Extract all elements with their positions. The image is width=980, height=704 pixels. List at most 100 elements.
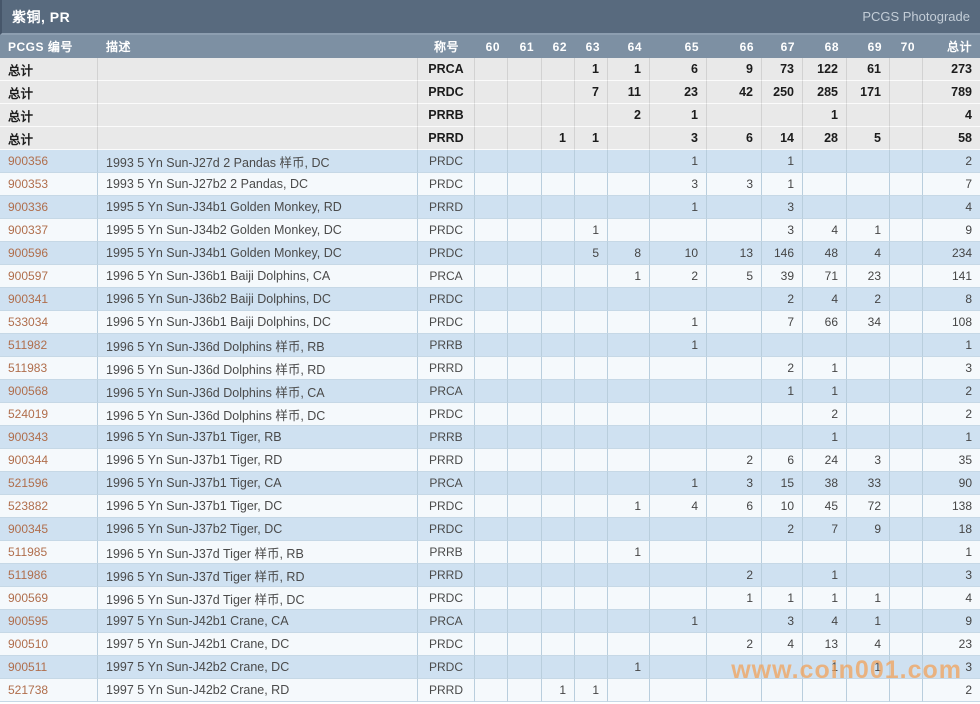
grade-count-65 <box>650 403 707 426</box>
pcgs-number-link[interactable]: 900569 <box>0 587 98 610</box>
pcgs-number-link[interactable]: 521738 <box>0 679 98 702</box>
pcgs-number-link[interactable]: 511983 <box>0 357 98 380</box>
grade-count-65 <box>650 380 707 403</box>
coin-description: 1997 5 Yn Sun-J42b2 Crane, DC <box>98 656 418 679</box>
total-count: 273 <box>923 58 980 81</box>
grade-count-60 <box>475 219 508 242</box>
grade-count-62 <box>542 196 575 219</box>
grade-count-61 <box>508 403 542 426</box>
coin-description: 1996 5 Yn Sun-J36b2 Baiji Dolphins, DC <box>98 288 418 311</box>
designation: PRDC <box>418 219 475 242</box>
pcgs-number-link[interactable]: 900341 <box>0 288 98 311</box>
coin-row: 511985 1996 5 Yn Sun-J37d Tiger 样币, RB PRR… <box>0 541 980 564</box>
grade-count-60 <box>475 150 508 173</box>
pcgs-number-link[interactable]: 533034 <box>0 311 98 334</box>
grade-count-69: 2 <box>847 288 890 311</box>
pcgs-number-link[interactable]: 523882 <box>0 495 98 518</box>
grade-count-70 <box>890 633 923 656</box>
pcgs-number-link[interactable]: 900344 <box>0 449 98 472</box>
grade-count-69 <box>847 380 890 403</box>
grade-count-62: 1 <box>542 127 575 150</box>
grade-count-62 <box>542 219 575 242</box>
designation: PRDC <box>418 495 475 518</box>
pcgs-number-link[interactable]: 521596 <box>0 472 98 495</box>
grade-count-64 <box>608 449 650 472</box>
grade-count-69: 4 <box>847 242 890 265</box>
pcgs-number-link[interactable]: 900568 <box>0 380 98 403</box>
coin-row: 523882 1996 5 Yn Sun-J37b1 Tiger, DC PRDC 1… <box>0 495 980 518</box>
grade-count-65 <box>650 587 707 610</box>
pcgs-number-link[interactable]: 511982 <box>0 334 98 357</box>
designation: PRRD <box>418 679 475 702</box>
grade-count-66 <box>707 426 762 449</box>
total-count: 2 <box>923 403 980 426</box>
total-count: 2 <box>923 380 980 403</box>
grade-count-70 <box>890 541 923 564</box>
grade-count-65: 10 <box>650 242 707 265</box>
grade-count-60 <box>475 58 508 81</box>
pcgs-number-link[interactable]: 900595 <box>0 610 98 633</box>
grade-count-60 <box>475 173 508 196</box>
grade-count-61 <box>508 334 542 357</box>
grade-count-67: 1 <box>762 173 803 196</box>
page-title: 紫铜, PR <box>12 8 71 25</box>
pcgs-number-link[interactable]: 900343 <box>0 426 98 449</box>
grade-count-65: 1 <box>650 472 707 495</box>
coin-description: 1996 5 Yn Sun-J37b2 Tiger, DC <box>98 518 418 541</box>
grade-count-62 <box>542 242 575 265</box>
pcgs-number-link[interactable]: 900345 <box>0 518 98 541</box>
grade-count-62 <box>542 587 575 610</box>
designation: PRDC <box>418 403 475 426</box>
col-header-grade-67: 67 <box>762 35 803 58</box>
coin-row: 900344 1996 5 Yn Sun-J37b1 Tiger, RD PRRD 2… <box>0 449 980 472</box>
pcgs-number-link[interactable]: 900356 <box>0 150 98 173</box>
pcgs-number-link[interactable]: 900337 <box>0 219 98 242</box>
designation: PRRD <box>418 127 475 150</box>
grade-count-61 <box>508 265 542 288</box>
pcgs-number-link[interactable]: 900353 <box>0 173 98 196</box>
grade-count-70 <box>890 81 923 104</box>
grade-count-62 <box>542 150 575 173</box>
grade-count-66: 6 <box>707 127 762 150</box>
pcgs-number-link[interactable]: 511985 <box>0 541 98 564</box>
grade-count-60 <box>475 495 508 518</box>
grade-count-63 <box>575 610 608 633</box>
grade-count-64 <box>608 518 650 541</box>
pcgs-number-link[interactable]: 900596 <box>0 242 98 265</box>
grade-count-60 <box>475 81 508 104</box>
pcgs-number-link[interactable]: 900511 <box>0 656 98 679</box>
grade-count-67: 146 <box>762 242 803 265</box>
col-header-grade-70: 70 <box>890 35 923 58</box>
coin-description: 1996 5 Yn Sun-J37b1 Tiger, DC <box>98 495 418 518</box>
pcgs-number-link[interactable]: 900336 <box>0 196 98 219</box>
grade-count-63 <box>575 564 608 587</box>
grade-count-69: 61 <box>847 58 890 81</box>
grade-count-64 <box>608 403 650 426</box>
grade-count-70 <box>890 288 923 311</box>
grade-count-60 <box>475 334 508 357</box>
coin-row: 533034 1996 5 Yn Sun-J36b1 Baiji Dolphins… <box>0 311 980 334</box>
grade-count-69 <box>847 357 890 380</box>
grade-count-60 <box>475 104 508 127</box>
grade-count-69: 72 <box>847 495 890 518</box>
grade-count-61 <box>508 219 542 242</box>
grade-count-62 <box>542 610 575 633</box>
grade-count-64 <box>608 334 650 357</box>
designation: PRRD <box>418 357 475 380</box>
grade-count-67 <box>762 679 803 702</box>
pcgs-number-link[interactable]: 524019 <box>0 403 98 426</box>
grade-count-64 <box>608 564 650 587</box>
grade-count-68: 1 <box>803 357 847 380</box>
pcgs-number-link[interactable]: 900510 <box>0 633 98 656</box>
grade-count-66: 13 <box>707 242 762 265</box>
photograde-link[interactable]: PCGS Photograde <box>862 9 970 24</box>
grade-count-62 <box>542 403 575 426</box>
grade-count-68: 1 <box>803 426 847 449</box>
grade-count-69 <box>847 104 890 127</box>
pcgs-number-link[interactable]: 511986 <box>0 564 98 587</box>
grade-count-64 <box>608 288 650 311</box>
coin-description: 1997 5 Yn Sun-J42b1 Crane, CA <box>98 610 418 633</box>
grade-count-64: 1 <box>608 541 650 564</box>
grade-count-68: 122 <box>803 58 847 81</box>
pcgs-number-link[interactable]: 900597 <box>0 265 98 288</box>
